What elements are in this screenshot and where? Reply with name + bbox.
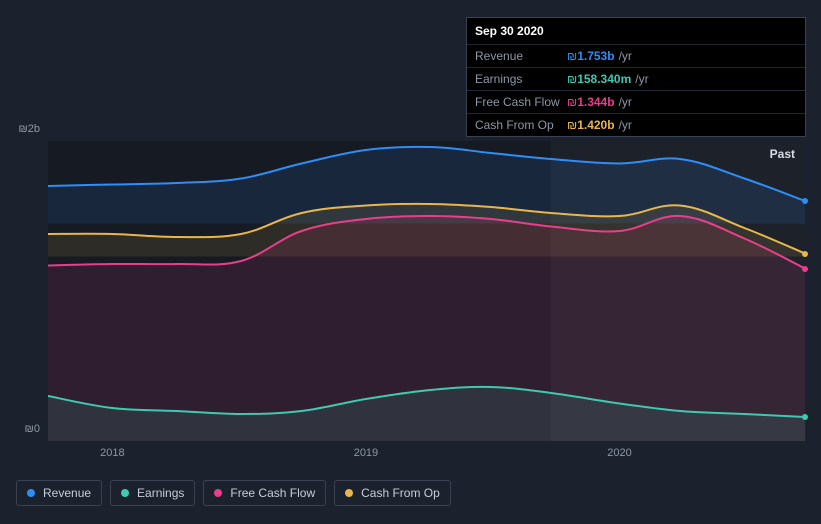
tooltip-label: Revenue: [475, 49, 567, 63]
tooltip-row: Revenue₪1.753b/yr: [467, 44, 805, 67]
legend-item[interactable]: Cash From Op: [334, 480, 451, 506]
chart-tooltip: Sep 30 2020 Revenue₪1.753b/yrEarnings₪15…: [466, 17, 806, 137]
series-end-marker: [802, 414, 808, 420]
past-label: Past: [770, 147, 795, 161]
tooltip-currency: ₪: [567, 118, 577, 132]
yaxis-label-min: ₪0: [10, 423, 40, 435]
tooltip-label: Cash From Op: [475, 118, 567, 132]
tooltip-row: Earnings₪158.340m/yr: [467, 67, 805, 90]
tooltip-value: 1.344b: [577, 95, 614, 109]
series-end-marker: [802, 251, 808, 257]
legend-dot-icon: [214, 489, 222, 497]
tooltip-value: 1.753b: [577, 49, 614, 63]
legend-dot-icon: [345, 489, 353, 497]
tooltip-suffix: /yr: [619, 95, 632, 109]
xaxis-label: 2018: [100, 447, 124, 459]
yaxis-label-max: ₪2b: [10, 123, 40, 135]
legend-label: Cash From Op: [361, 486, 440, 500]
tooltip-row: Free Cash Flow₪1.344b/yr: [467, 90, 805, 113]
tooltip-currency: ₪: [567, 95, 577, 109]
tooltip-label: Free Cash Flow: [475, 95, 567, 109]
series-end-marker: [802, 198, 808, 204]
xaxis-label: 2020: [607, 447, 631, 459]
tooltip-row: Cash From Op₪1.420b/yr: [467, 113, 805, 136]
legend-item[interactable]: Revenue: [16, 480, 102, 506]
tooltip-suffix: /yr: [619, 118, 632, 132]
series-end-marker: [802, 266, 808, 272]
xaxis-label: 2019: [354, 447, 378, 459]
tooltip-suffix: /yr: [619, 49, 632, 63]
legend: Revenue Earnings Free Cash Flow Cash From O…: [16, 480, 451, 506]
tooltip-label: Earnings: [475, 72, 567, 86]
tooltip-date: Sep 30 2020: [467, 18, 805, 44]
legend-dot-icon: [121, 489, 129, 497]
tooltip-value: 1.420b: [577, 118, 614, 132]
chart-canvas: Past: [48, 141, 805, 441]
legend-item[interactable]: Free Cash Flow: [203, 480, 326, 506]
legend-dot-icon: [27, 489, 35, 497]
legend-label: Earnings: [137, 486, 184, 500]
legend-label: Free Cash Flow: [230, 486, 315, 500]
tooltip-suffix: /yr: [635, 72, 648, 86]
tooltip-currency: ₪: [567, 72, 577, 86]
xaxis-labels: 2018 2019 2020: [48, 447, 805, 467]
tooltip-value: 158.340m: [577, 72, 631, 86]
legend-label: Revenue: [43, 486, 91, 500]
legend-item[interactable]: Earnings: [110, 480, 195, 506]
tooltip-currency: ₪: [567, 49, 577, 63]
chart-svg: [48, 141, 805, 441]
